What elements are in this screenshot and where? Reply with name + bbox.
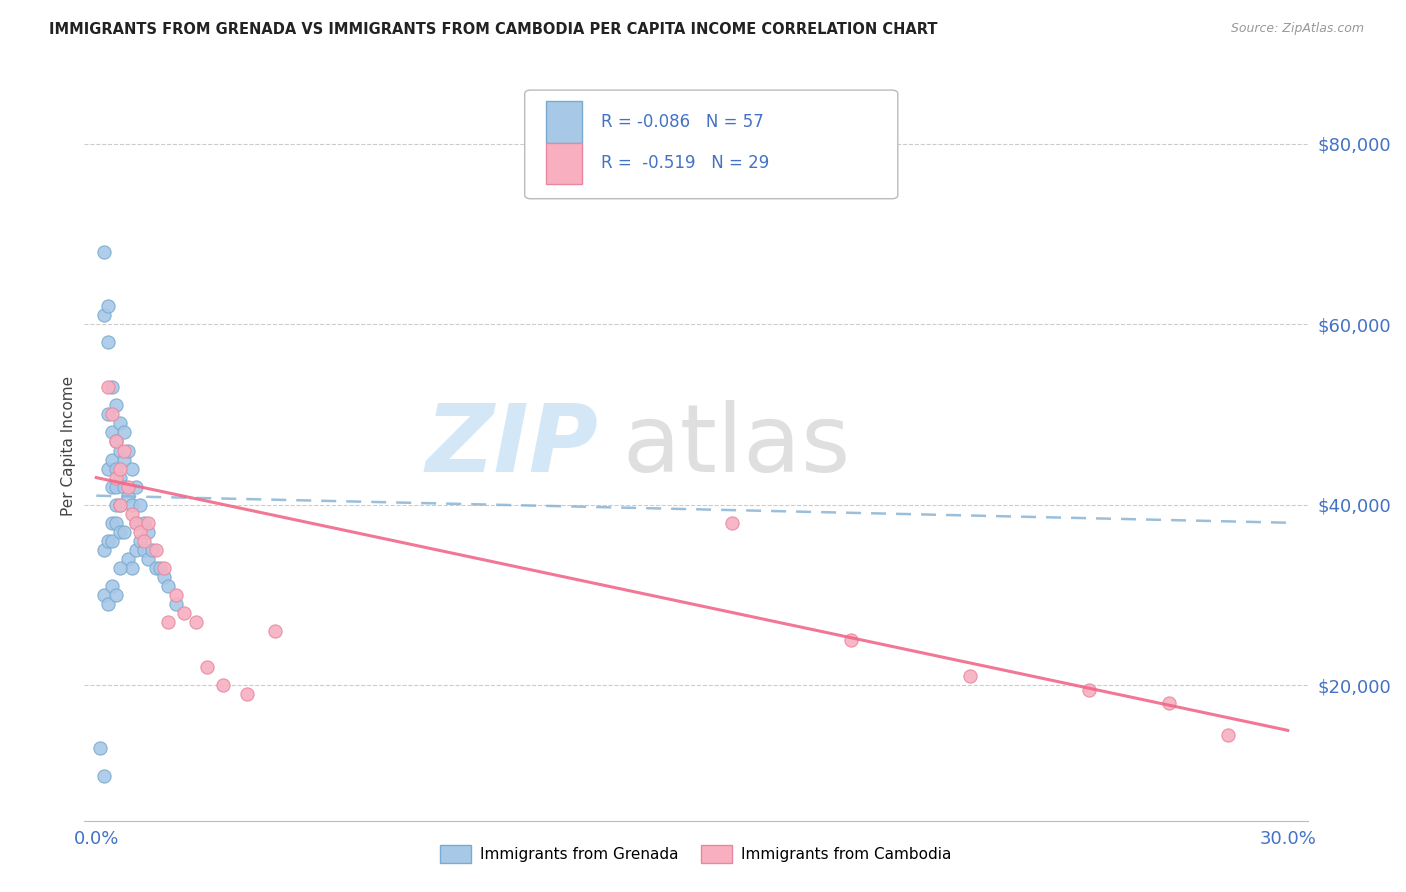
Point [132, 516, 155, 530]
Point [264, 624, 287, 638]
Point [93, 542, 115, 557]
Point [97, 299, 120, 313]
Point [93, 588, 115, 602]
Point [89, 741, 111, 756]
Point [156, 615, 179, 629]
Point [97, 533, 120, 548]
Point [108, 461, 131, 475]
Point [93, 244, 115, 259]
Point [97, 380, 120, 394]
Legend: Immigrants from Grenada, Immigrants from Cambodia: Immigrants from Grenada, Immigrants from… [434, 839, 957, 869]
Point [125, 516, 148, 530]
Point [959, 669, 981, 683]
Point [108, 498, 131, 512]
Point [105, 588, 128, 602]
Point [108, 443, 131, 458]
Text: R =  -0.519   N = 29: R = -0.519 N = 29 [600, 154, 769, 172]
Point [112, 443, 135, 458]
Point [1157, 696, 1180, 710]
Point [1218, 728, 1240, 742]
Point [165, 597, 187, 611]
Point [108, 417, 131, 431]
Point [136, 552, 159, 566]
Point [129, 524, 152, 539]
Point [184, 615, 207, 629]
Point [101, 533, 124, 548]
Point [108, 524, 131, 539]
Point [108, 561, 131, 575]
Point [236, 687, 259, 701]
Point [105, 516, 128, 530]
Point [97, 461, 120, 475]
Point [105, 434, 128, 449]
Point [197, 660, 219, 674]
Point [105, 498, 128, 512]
Text: atlas: atlas [623, 400, 851, 492]
Point [125, 480, 148, 494]
Point [132, 533, 155, 548]
Point [136, 516, 159, 530]
FancyBboxPatch shape [524, 90, 898, 199]
Point [125, 516, 148, 530]
Point [152, 561, 174, 575]
FancyBboxPatch shape [546, 102, 582, 143]
Point [121, 461, 143, 475]
Text: IMMIGRANTS FROM GRENADA VS IMMIGRANTS FROM CAMBODIA PER CAPITA INCOME CORRELATIO: IMMIGRANTS FROM GRENADA VS IMMIGRANTS FR… [49, 22, 938, 37]
Point [112, 425, 135, 440]
FancyBboxPatch shape [546, 143, 582, 184]
Point [117, 480, 139, 494]
Point [97, 408, 120, 422]
Point [105, 434, 128, 449]
Point [165, 588, 187, 602]
Point [145, 542, 167, 557]
Point [156, 579, 179, 593]
Point [108, 498, 131, 512]
Point [121, 498, 143, 512]
Point [97, 335, 120, 350]
Point [105, 470, 128, 484]
Text: Source: ZipAtlas.com: Source: ZipAtlas.com [1230, 22, 1364, 36]
Point [108, 470, 131, 484]
Point [105, 398, 128, 412]
Text: R = -0.086   N = 57: R = -0.086 N = 57 [600, 113, 763, 131]
Point [117, 552, 139, 566]
Point [101, 380, 124, 394]
Point [173, 606, 195, 620]
Point [112, 524, 135, 539]
Point [145, 561, 167, 575]
Point [720, 516, 742, 530]
Point [97, 597, 120, 611]
Point [101, 425, 124, 440]
Point [105, 461, 128, 475]
Point [136, 524, 159, 539]
Point [839, 633, 862, 648]
Y-axis label: Per Capita Income: Per Capita Income [60, 376, 76, 516]
Point [117, 443, 139, 458]
Point [1078, 682, 1101, 697]
Text: ZIP: ZIP [425, 400, 598, 492]
Point [129, 498, 152, 512]
Point [212, 678, 235, 692]
Point [141, 542, 163, 557]
Point [121, 507, 143, 521]
Point [132, 542, 155, 557]
Point [105, 480, 128, 494]
Point [112, 480, 135, 494]
Point [101, 579, 124, 593]
Point [101, 452, 124, 467]
Point [129, 533, 152, 548]
Point [101, 408, 124, 422]
Point [112, 452, 135, 467]
Point [152, 570, 174, 584]
Point [93, 768, 115, 782]
Point [93, 308, 115, 322]
Point [121, 561, 143, 575]
Point [101, 516, 124, 530]
Point [149, 561, 172, 575]
Point [101, 480, 124, 494]
Point [125, 542, 148, 557]
Point [117, 489, 139, 503]
